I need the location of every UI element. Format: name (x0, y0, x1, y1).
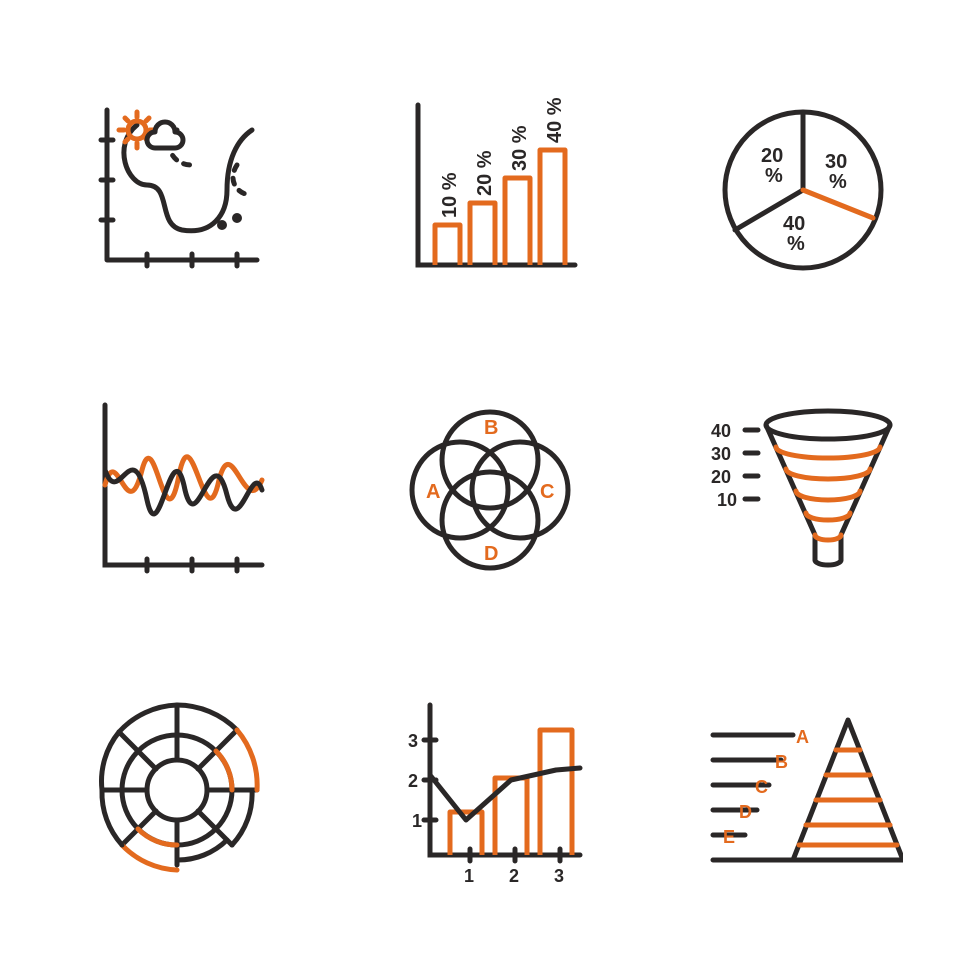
pie-slice-40a: 40 (783, 213, 805, 235)
pie-slice-30a: 30 (825, 151, 847, 173)
wave-chart-icon (77, 390, 277, 590)
pie-slice-20a: 20 (761, 145, 783, 167)
pareto-y-2: 2 (408, 771, 418, 791)
funnel-scale-10: 10 (717, 490, 737, 510)
pyr-label-e: E (723, 827, 735, 847)
pareto-x-2: 2 (509, 866, 519, 886)
pyr-label-c: C (755, 777, 768, 797)
pyr-label-d: D (739, 802, 752, 822)
pareto-chart-icon: 3 2 1 1 2 3 (390, 690, 590, 890)
bar-label-2: 20 % (474, 150, 496, 196)
bar-chart-icon: 10 % 20 % 30 % 40 % (390, 90, 590, 290)
pie-slice-40b: % (787, 233, 805, 255)
bar-label-4: 40 % (544, 97, 566, 143)
bar-label-3: 30 % (509, 125, 531, 171)
venn-label-c: C (540, 481, 554, 503)
venn-label-d: D (484, 543, 498, 565)
pareto-y-3: 3 (408, 731, 418, 751)
pareto-x-1: 1 (464, 866, 474, 886)
pareto-y-1: 1 (412, 811, 422, 831)
pie-slice-30b: % (829, 171, 847, 193)
bar-label-1: 10 % (439, 172, 461, 218)
sunburst-chart-icon (77, 690, 277, 890)
pareto-x-3: 3 (554, 866, 564, 886)
map-chart-icon (77, 90, 277, 290)
venn-label-b: B (484, 417, 498, 439)
funnel-scale-20: 20 (711, 467, 731, 487)
pyramid-chart-icon: A B C D E (703, 690, 903, 890)
funnel-scale-40: 40 (711, 421, 731, 441)
pie-chart-icon: 20 % 30 % 40 % (703, 90, 903, 290)
funnel-scale-30: 30 (711, 444, 731, 464)
pyr-label-a: A (796, 727, 809, 747)
pyr-label-b: B (775, 752, 788, 772)
funnel-chart-icon: 40 30 20 10 (703, 390, 903, 590)
venn-label-a: A (426, 481, 440, 503)
pie-slice-20b: % (765, 165, 783, 187)
venn-diagram-icon: B A C D (390, 390, 590, 590)
